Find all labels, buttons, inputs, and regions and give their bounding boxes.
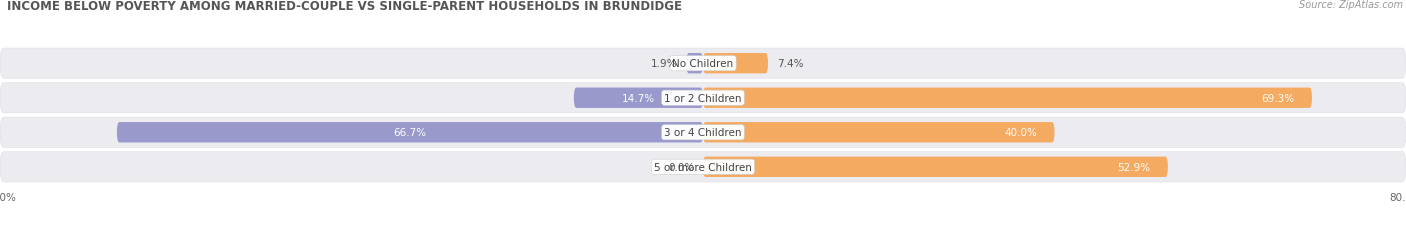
FancyBboxPatch shape — [686, 54, 703, 74]
FancyBboxPatch shape — [0, 152, 1406, 182]
Text: No Children: No Children — [672, 59, 734, 69]
Text: 5 or more Children: 5 or more Children — [654, 162, 752, 172]
FancyBboxPatch shape — [0, 49, 1406, 79]
Text: 1 or 2 Children: 1 or 2 Children — [664, 93, 742, 103]
Text: 0.0%: 0.0% — [668, 162, 695, 172]
Text: INCOME BELOW POVERTY AMONG MARRIED-COUPLE VS SINGLE-PARENT HOUSEHOLDS IN BRUNDID: INCOME BELOW POVERTY AMONG MARRIED-COUPL… — [7, 0, 682, 13]
Text: 52.9%: 52.9% — [1118, 162, 1150, 172]
FancyBboxPatch shape — [0, 118, 1406, 148]
FancyBboxPatch shape — [703, 88, 1312, 109]
Text: 14.7%: 14.7% — [621, 93, 655, 103]
Text: 1.9%: 1.9% — [651, 59, 678, 69]
FancyBboxPatch shape — [574, 88, 703, 109]
FancyBboxPatch shape — [703, 54, 768, 74]
Text: 3 or 4 Children: 3 or 4 Children — [664, 128, 742, 138]
FancyBboxPatch shape — [703, 122, 1054, 143]
Text: 7.4%: 7.4% — [778, 59, 803, 69]
FancyBboxPatch shape — [0, 83, 1406, 113]
Text: 66.7%: 66.7% — [394, 128, 426, 138]
Text: Source: ZipAtlas.com: Source: ZipAtlas.com — [1299, 0, 1403, 10]
Text: 69.3%: 69.3% — [1261, 93, 1295, 103]
FancyBboxPatch shape — [117, 122, 703, 143]
FancyBboxPatch shape — [703, 157, 1168, 177]
Text: 40.0%: 40.0% — [1004, 128, 1038, 138]
